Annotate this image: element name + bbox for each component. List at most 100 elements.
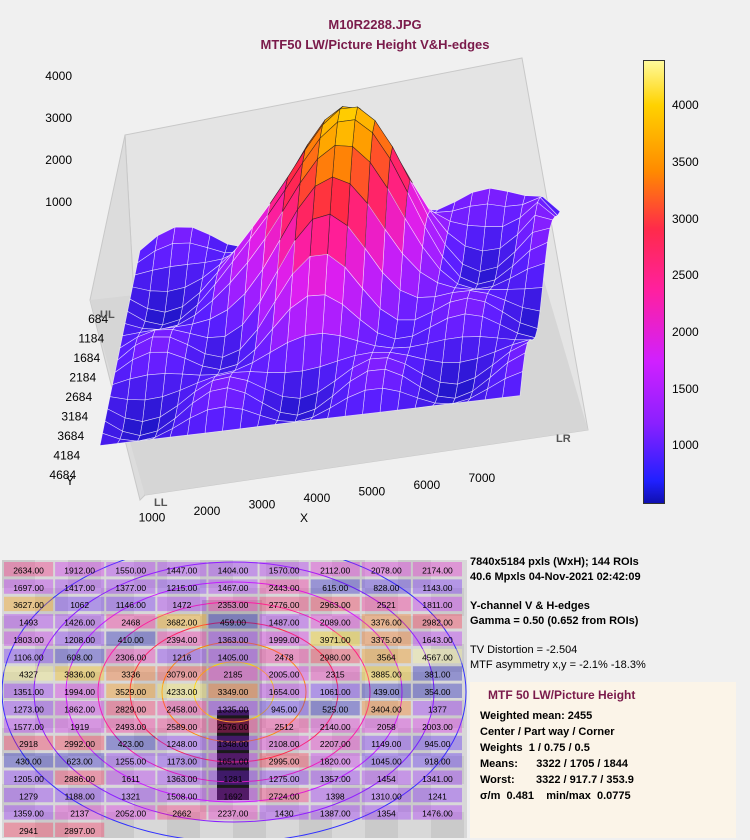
roi-value: 423.00 [118, 739, 144, 749]
chart-subtitle: MTF50 LW/Picture Height V&H-edges [260, 37, 490, 52]
roi-cell [208, 596, 258, 612]
roi-value: 2589.00 [167, 722, 198, 732]
mtf-asymmetry-info: MTF asymmetry x,y = -2.1% -18.3% [470, 659, 646, 671]
roi-value: 1363.00 [167, 774, 198, 784]
roi-value: 2995.00 [269, 757, 300, 767]
map-tile [431, 588, 464, 616]
roi-value: 525.00 [322, 704, 348, 714]
roi-cell [157, 770, 207, 785]
roi-value: 2662 [172, 809, 191, 819]
roi-value: 918.00 [424, 757, 450, 767]
roi-cell [259, 579, 309, 594]
roi-value: 3375.00 [371, 635, 402, 645]
roi-value: 3349.00 [218, 687, 249, 697]
roi-value: 1398 [326, 791, 345, 801]
roi-value: 3885.00 [371, 670, 402, 680]
roi-value: 1405.00 [218, 652, 249, 662]
corner-label-lr: LR [556, 433, 571, 445]
roi-cell [55, 753, 105, 768]
roi-value: 1146.00 [116, 600, 146, 610]
surface-cell [379, 387, 401, 413]
roi-cell [310, 614, 360, 629]
surface-cell [302, 332, 323, 372]
z-tick-label: 4000 [45, 69, 72, 83]
roi-value: 3529.00 [115, 687, 146, 697]
roi-value: 2058 [377, 722, 396, 732]
y-tick-label: 2184 [69, 370, 96, 384]
roi-cell [106, 648, 156, 664]
y-tick-label: 4684 [49, 468, 76, 482]
roi-value: 2576.00 [218, 722, 249, 732]
roi-value: 1216 [172, 652, 191, 662]
roi-cell [208, 805, 258, 820]
roi-cell [55, 562, 105, 577]
surface-cell [467, 203, 488, 227]
tv-distortion-info: TV Distortion = -2.504 [470, 644, 578, 656]
map-tile [167, 644, 200, 672]
roi-value: 1255.00 [115, 757, 146, 767]
colorbar-tick-label: 3000 [672, 211, 699, 226]
roi-cell [412, 718, 462, 733]
worst: Worst: 3322 / 917.7 / 353.9 [480, 774, 634, 786]
roi-value: 1862.00 [64, 704, 95, 714]
roi-value: 945.00 [271, 704, 297, 714]
map-tile [431, 700, 464, 728]
roi-value: 2829.00 [115, 704, 146, 714]
roi-value: 1912.00 [64, 565, 95, 575]
roi-cell [4, 787, 54, 803]
map-tile [431, 756, 464, 784]
roi-value: 1994.00 [64, 687, 95, 697]
roi-cell [4, 614, 54, 629]
roi-cell [106, 805, 156, 820]
map-tile [398, 560, 431, 588]
surface-cell [149, 336, 171, 353]
roi-cell [412, 735, 462, 751]
map-tile [398, 728, 431, 756]
roi-cell [106, 787, 156, 803]
map-tile [332, 784, 365, 812]
roi-value: 1363.00 [218, 635, 249, 645]
roi-value: 1697.00 [13, 583, 44, 593]
y-tick-label: 1184 [78, 331, 104, 345]
map-tile [266, 728, 299, 756]
map-tile [299, 812, 332, 838]
map-tile [35, 756, 68, 784]
roi-cell [4, 701, 54, 716]
map-tile [35, 812, 68, 838]
surface-mesh [99, 106, 561, 446]
means: Means: 3322 / 1705 / 1844 [480, 758, 628, 770]
roi-cell [4, 596, 54, 612]
roi-value: 2089.00 [320, 618, 351, 628]
colorbar-tick-label: 1000 [672, 438, 699, 453]
map-tile [101, 588, 134, 616]
contour-line [33, 561, 435, 823]
roi-cell [157, 666, 207, 681]
roi-value: 1321 [121, 791, 140, 801]
roi-value: 1426.00 [64, 618, 95, 628]
roi-cell [361, 648, 411, 664]
y-axis-label: Y [66, 474, 74, 488]
surface-cell [362, 387, 383, 415]
roi-value: 1208.00 [64, 635, 95, 645]
roi-value: 410.00 [118, 635, 144, 645]
roi-value: 1359.00 [13, 809, 44, 819]
roi-value: 1348.00 [218, 739, 249, 749]
roi-cell [4, 631, 54, 646]
surface-cell [442, 336, 463, 363]
map-tile [2, 560, 35, 588]
surface-cell [127, 374, 148, 401]
roi-cell [412, 596, 462, 612]
roi-value: 2897.00 [64, 826, 95, 836]
roi-value: 2140.00 [320, 722, 351, 732]
map-tile [2, 784, 35, 812]
roi-value: 828.00 [373, 583, 399, 593]
roi-cell [412, 701, 462, 716]
roi-value: 1149.00 [371, 739, 401, 749]
roi-cell [55, 735, 105, 751]
roi-cell [259, 614, 309, 629]
surface-cell [149, 266, 171, 292]
roi-cell [55, 770, 105, 785]
roi-value: 2980.00 [320, 652, 351, 662]
roi-cell [361, 718, 411, 733]
map-tile [398, 784, 431, 812]
